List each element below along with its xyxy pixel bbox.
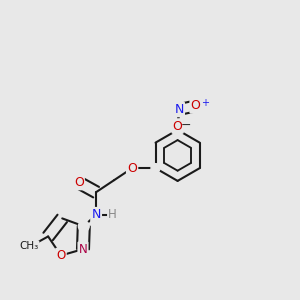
Text: O: O	[74, 176, 84, 189]
Text: −: −	[181, 119, 191, 132]
Text: H: H	[108, 208, 117, 221]
Text: O: O	[56, 249, 66, 262]
Text: CH₃: CH₃	[20, 241, 39, 251]
Text: O: O	[173, 119, 182, 133]
Text: N: N	[92, 208, 101, 221]
Circle shape	[151, 164, 160, 173]
Circle shape	[172, 124, 183, 135]
Text: O: O	[191, 99, 200, 112]
Text: N: N	[79, 243, 87, 256]
Text: +: +	[201, 98, 208, 108]
Text: O: O	[127, 162, 137, 175]
Circle shape	[78, 221, 89, 232]
Text: N: N	[174, 103, 184, 116]
